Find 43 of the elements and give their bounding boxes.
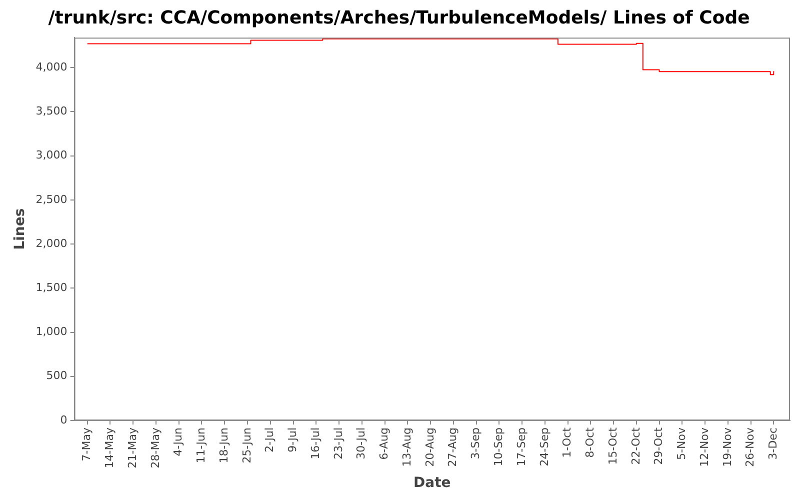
x-tick-label: 16-Jul [308, 427, 322, 460]
x-tick-label: 9-Jul [286, 427, 300, 452]
x-tick-label: 18-Jun [217, 427, 230, 464]
x-tick-label: 22-Oct [629, 426, 642, 465]
y-axis-title: Lines [12, 208, 28, 250]
x-tick-label: 28-May [148, 427, 162, 468]
x-tick-label: 21-May [126, 427, 139, 468]
chart-title: /trunk/src: CCA/Components/Arches/TurbulenceModels/ Lines of Code [48, 7, 750, 28]
x-tick-label: 27-Aug [446, 427, 460, 467]
x-tick-label: 29-Oct [652, 426, 666, 465]
x-tick-label: 26-Nov [744, 427, 757, 467]
x-tick-label: 3-Sep [469, 427, 482, 460]
x-tick-label: 13-Aug [400, 427, 414, 467]
x-tick-label: 10-Sep [492, 427, 505, 466]
x-tick-label: 3-Dec [766, 427, 780, 460]
y-tick-label: 0 [60, 413, 68, 426]
y-tick-label: 3,500 [36, 104, 68, 118]
y-tick-label: 1,500 [36, 281, 68, 294]
y-tick-label: 2,500 [36, 192, 68, 206]
x-tick-label: 6-Aug [378, 427, 391, 460]
x-tick-label: 17-Sep [514, 427, 528, 466]
x-tick-label: 23-Jul [332, 427, 345, 460]
y-tick-label: 4,000 [36, 60, 68, 74]
x-tick-label: 2-Jul [263, 427, 276, 452]
x-tick-label: 4-Jun [172, 427, 185, 456]
x-tick-label: 11-Jun [194, 427, 208, 464]
x-tick-label: 12-Nov [698, 427, 711, 467]
x-tick-label: 24-Sep [538, 427, 551, 466]
x-tick-label: 14-May [103, 427, 116, 468]
y-tick-label: 3,000 [36, 148, 68, 162]
x-tick-label: 15-Oct [606, 426, 620, 465]
y-tick-label: 2,000 [36, 236, 68, 250]
x-tick-label: 1-Oct [560, 426, 574, 458]
y-tick-label: 500 [46, 369, 68, 382]
y-tick-label: 1,000 [36, 325, 68, 338]
x-axis-title: Date [414, 475, 451, 492]
x-tick-label: 25-Jun [240, 427, 254, 464]
x-tick-label: 30-Jul [354, 427, 368, 460]
x-tick-label: 8-Oct [584, 426, 597, 458]
x-tick-label: 19-Nov [720, 427, 734, 467]
x-tick-label: 7-May [80, 427, 94, 462]
x-tick-label: 20-Aug [423, 427, 436, 467]
x-tick-label: 5-Nov [675, 427, 688, 460]
